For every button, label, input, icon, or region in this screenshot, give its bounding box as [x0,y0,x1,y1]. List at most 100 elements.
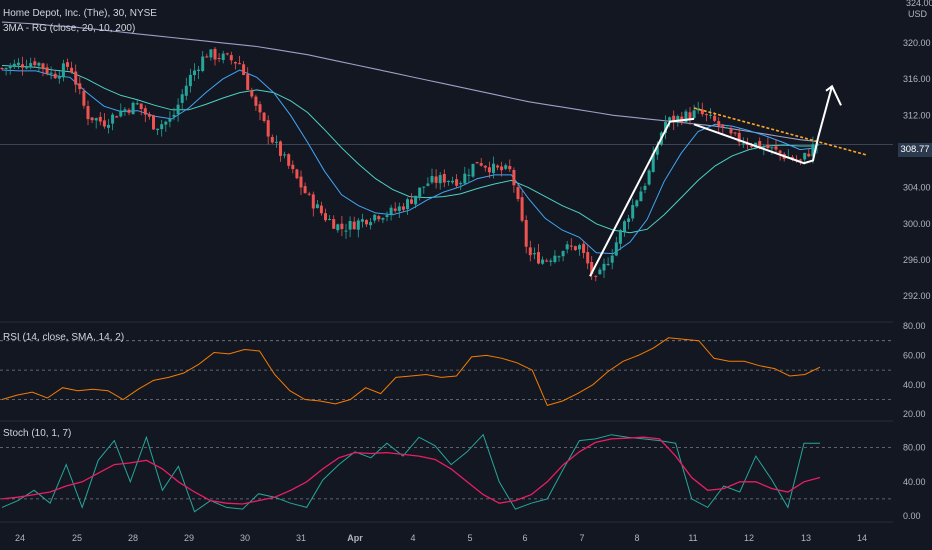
candle-body [0,68,4,69]
rsi-indicator-label[interactable]: RSI (14, close, SMA, 14, 2) [3,332,125,343]
candle-body [750,145,753,147]
candle-body [258,104,262,113]
x-tick-label: 31 [296,533,306,543]
candle-body [164,121,168,125]
trend-drawings [589,84,868,277]
candle-body [479,163,483,166]
candle-body [668,117,672,122]
candle-body [561,251,565,257]
candle-body [377,216,381,220]
grid-lines [0,144,893,523]
ma-indicator-label[interactable]: 3MA - RG (close, 20, 10, 200) [3,23,136,34]
x-tick-label: 25 [72,533,82,543]
candle-body [266,120,270,137]
candle-body [709,114,712,116]
candle-body [774,146,778,150]
candle-body [553,255,557,262]
flagpole-line [589,117,695,277]
stoch-indicator-label[interactable]: Stoch (10, 1, 7) [3,428,72,439]
y-tick-label: 320.00 [903,38,931,48]
last-price-tag: 308.77 [898,143,932,157]
candle-body [324,213,327,221]
candle-body [102,120,106,127]
candle-body [176,104,180,115]
rsi-path [1,337,821,407]
ma-200-path [1,21,818,143]
candle-body [291,164,295,170]
candle-body [623,221,626,232]
candle-body [373,214,377,221]
candle-body [123,109,127,112]
candle-body [741,143,745,145]
candle-body [328,219,332,220]
candle-body [516,187,520,199]
candle-body [184,85,188,96]
candle-body [78,83,82,90]
candle-body [225,53,229,55]
candle-body [29,63,33,68]
candle-body [37,62,41,66]
candle-body [406,199,409,209]
ma-20-line [1,65,817,234]
candle-body [344,230,348,232]
candle-body [463,173,467,184]
candle-body [369,222,373,226]
candle-body [610,255,614,263]
x-tick-label: 28 [128,533,138,543]
candle-body [442,174,446,183]
candle-body [557,256,561,258]
candle-body [115,116,119,118]
candle-body [451,180,454,183]
x-tick-label: 7 [579,533,584,543]
symbol-title[interactable]: Home Depot, Inc. (The), 30, NYSE [3,8,157,19]
candle-body [217,58,221,59]
candle-body [762,146,766,148]
candle-body [541,259,545,264]
candle-body [393,208,397,211]
y-tick-label: 296.00 [903,255,931,265]
candle-body [602,263,606,271]
candle-body [418,187,422,197]
candle-body [365,220,368,225]
candle-body [532,253,536,255]
candle-body [352,221,356,230]
candle-body [107,124,110,128]
candle-body [311,194,315,209]
candle-body [524,220,528,247]
x-tick-label: 6 [522,533,527,543]
candle-body [303,186,307,194]
rsi-y-tick-label: 80.00 [903,321,926,331]
candle-body [213,48,217,60]
x-tick-label: 14 [857,533,867,543]
candle-body [410,199,413,204]
candle-body [94,118,98,121]
candle-body [250,90,254,97]
candle-body [45,67,49,74]
stoch-y-tick-label: 0.00 [903,511,921,521]
currency-label: USD [908,9,928,19]
x-tick-label: 4 [410,533,415,543]
candle-body [434,176,438,183]
candle-body [356,220,360,230]
candle-body [160,124,164,130]
candle-body [733,132,737,134]
x-tick-label: 30 [240,533,250,543]
candle-body [82,90,86,106]
candle-body [729,129,733,134]
candle-body [188,74,192,87]
candle-body [197,69,201,71]
candle-body [778,150,782,154]
candle-body [508,166,512,170]
candle-body [639,191,643,202]
candle-body [500,166,504,171]
candle-body [549,260,553,262]
candle-body [446,180,450,182]
candle-body [33,61,37,66]
candle-body [635,200,639,207]
candle-body [381,218,385,220]
stoch-panel [0,433,893,513]
ma-200-line [1,21,818,143]
candle-body [168,118,172,122]
candle-body [147,114,151,117]
